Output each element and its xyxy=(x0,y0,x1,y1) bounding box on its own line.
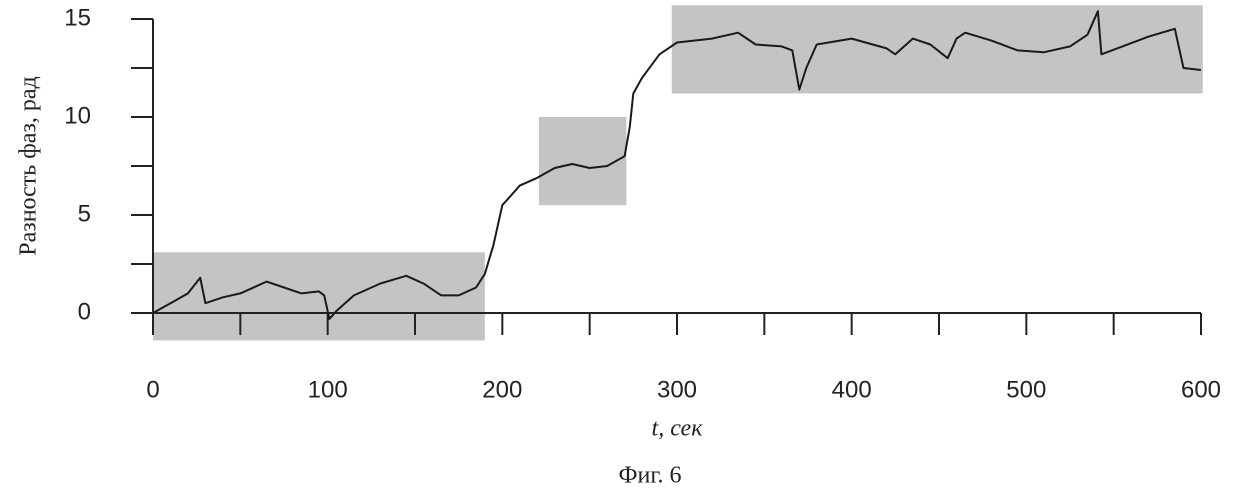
x-tick-label: 300 xyxy=(657,376,697,403)
shaded-region xyxy=(539,117,626,205)
x-tick-label: 0 xyxy=(146,376,159,403)
caption: Фиг. 6 xyxy=(619,463,682,489)
x-axis-label: t, сек xyxy=(652,416,704,442)
y-tick-label: 10 xyxy=(64,102,91,129)
x-tick-label: 200 xyxy=(482,376,522,403)
shaded-region xyxy=(153,252,485,340)
x-tick-label: 100 xyxy=(308,376,348,403)
chart: Разность фаз, рад t, сек Фиг. 6 0 5 10 15 0 1… xyxy=(0,0,1241,494)
x-tick-label: 400 xyxy=(832,376,872,403)
y-tick-label: 15 xyxy=(64,4,91,31)
y-tick-label: 5 xyxy=(78,200,91,227)
x-tick-label: 500 xyxy=(1006,376,1046,403)
y-tick-label: 0 xyxy=(78,298,91,325)
x-tick-label: 600 xyxy=(1181,376,1221,403)
y-axis-label: Разность фаз, рад xyxy=(16,76,42,256)
